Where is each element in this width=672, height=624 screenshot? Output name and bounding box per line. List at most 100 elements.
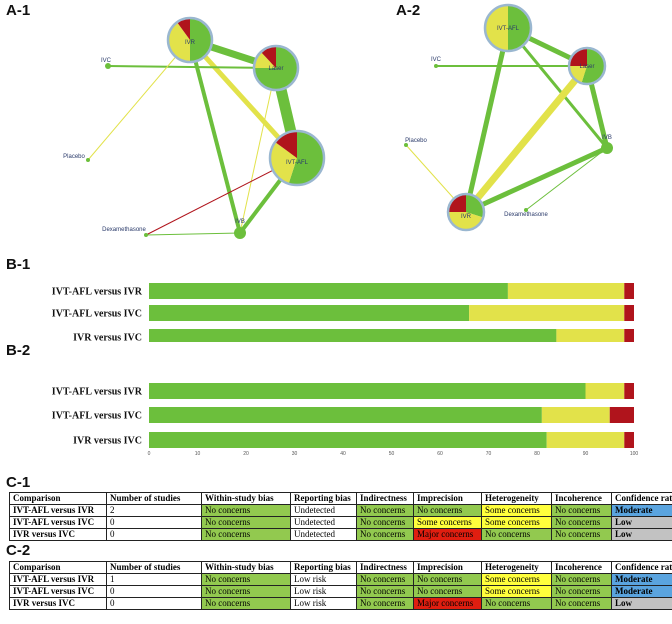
- x-tick-label: 20: [243, 451, 249, 457]
- pie-slice-green: [466, 194, 484, 218]
- column-header-confidence-rating: Confidence rating: [611, 561, 672, 574]
- panel-label-b2: B-2: [6, 342, 31, 359]
- node-ivb: IVB: [601, 135, 613, 154]
- network-plot-a2: IVT-AFL Laser IVC IVB Placebo IVR Dexamethason…: [404, 3, 613, 232]
- cell-incoherence: No concerns: [551, 504, 612, 517]
- bar-segment-red: [624, 383, 634, 399]
- node-dot: [524, 208, 528, 212]
- cell-heterogeneity: Some concerns: [481, 504, 552, 517]
- cell-number-of-studies: 0: [106, 585, 202, 598]
- cell-incoherence: No concerns: [551, 528, 612, 541]
- column-header-indirectness: Indirectness: [356, 492, 414, 505]
- node-label: IVR: [185, 40, 196, 46]
- cell-heterogeneity: No concerns: [481, 528, 552, 541]
- node-dexamethasone: Dexamethasone: [102, 227, 148, 237]
- cell-confidence-rating: Low: [611, 597, 672, 610]
- bar-category-label: IVT-AFL versus IVR: [52, 287, 143, 298]
- cell-number-of-studies: 2: [106, 504, 202, 517]
- x-tick-label: 30: [292, 451, 298, 457]
- bar-segment-red: [624, 432, 634, 448]
- bar-chart-b2: IVT-AFL versus IVR IVT-AFL versus IVC IVR …: [52, 383, 638, 457]
- column-header-indirectness: Indirectness: [356, 561, 414, 574]
- edge-ivr-placebo: [87, 39, 191, 161]
- bar-category-label: IVT-AFL versus IVR: [52, 387, 143, 398]
- node-placebo: Placebo: [63, 154, 90, 162]
- bar-segment-red: [609, 407, 634, 423]
- column-header-comparison: Comparison: [9, 561, 107, 574]
- x-tick-label: 50: [389, 451, 395, 457]
- node-ivt-afl: IVT-AFL: [268, 129, 326, 187]
- column-header-imprecision: Imprecision: [413, 492, 482, 505]
- cell-indirectness: No concerns: [356, 573, 414, 586]
- column-header-number-of-studies: Number of studies: [106, 561, 202, 574]
- node-dot: [601, 142, 613, 154]
- cell-reporting-bias: Undetected: [290, 516, 357, 529]
- node-ivr: IVR: [446, 192, 486, 232]
- cell-reporting-bias: Undetected: [290, 528, 357, 541]
- bar-segment-green: [149, 383, 586, 399]
- cell-imprecision: No concerns: [413, 504, 482, 517]
- panel-label-a2: A-2: [396, 2, 421, 19]
- cell-reporting-bias: Low risk: [290, 585, 357, 598]
- pie-slice-yellow: [485, 5, 508, 51]
- node-placebo: Placebo: [404, 138, 428, 147]
- cell-within-study-bias: No concerns: [201, 573, 291, 586]
- edge-ivb-dexamethasone: [525, 147, 608, 211]
- x-tick-label: 90: [583, 451, 589, 457]
- node-border: [446, 192, 486, 232]
- edge-laser-ivc: [107, 65, 277, 69]
- node-ivt-afl: IVT-AFL: [483, 3, 533, 53]
- column-header-incoherence: Incoherence: [551, 561, 612, 574]
- node-ivc: IVC: [431, 57, 442, 68]
- bar-chart-b1: IVT-AFL versus IVR IVT-AFL versus IVC IVR …: [52, 283, 634, 342]
- cell-comparison: IVT-AFL versus IVR: [9, 573, 107, 586]
- bar-segment-red: [624, 329, 634, 342]
- bar-segment-green: [149, 283, 508, 299]
- cell-imprecision: Major concerns: [413, 597, 482, 610]
- pie-slice-red: [177, 18, 190, 40]
- cell-incoherence: No concerns: [551, 585, 612, 598]
- node-border: [252, 44, 300, 92]
- node-border: [268, 129, 326, 187]
- table-row: IVT-AFL versus IVC 0 No concerns Low risk No…: [9, 585, 672, 598]
- edge-ivr-ivb: [188, 39, 242, 234]
- pie-slice-green: [190, 18, 212, 62]
- bar-category-label: IVR versus IVC: [73, 436, 142, 447]
- cinema-table-c2: Comparison Number of studies Within-study …: [9, 561, 672, 610]
- cell-indirectness: No concerns: [356, 528, 414, 541]
- cell-heterogeneity: Some concerns: [481, 516, 552, 529]
- node-dot: [105, 63, 111, 69]
- node-label: IVT-AFL: [286, 160, 309, 166]
- pie-slice-red: [448, 194, 466, 212]
- x-tick-label: 80: [534, 451, 540, 457]
- cell-number-of-studies: 0: [106, 516, 202, 529]
- edge-dexamethasone-ivb: [145, 232, 241, 236]
- cell-confidence-rating: Low: [611, 516, 672, 529]
- pie-slice-green: [581, 48, 605, 84]
- cell-imprecision: Major concerns: [413, 528, 482, 541]
- bar-segment-green: [149, 305, 470, 321]
- cell-within-study-bias: No concerns: [201, 516, 291, 529]
- cell-imprecision: No concerns: [413, 573, 482, 586]
- node-label: Laser: [268, 66, 283, 72]
- node-label: IVB: [602, 135, 612, 141]
- bar-segment-yellow: [585, 383, 625, 399]
- node-border: [567, 46, 607, 86]
- cell-imprecision: No concerns: [413, 585, 482, 598]
- cell-reporting-bias: Low risk: [290, 573, 357, 586]
- table-row: IVT-AFL versus IVR 2 No concerns Undetected…: [9, 504, 672, 517]
- cell-reporting-bias: Low risk: [290, 597, 357, 610]
- node-ivc: IVC: [101, 58, 112, 69]
- cell-within-study-bias: No concerns: [201, 528, 291, 541]
- cell-heterogeneity: Some concerns: [481, 585, 552, 598]
- table-row: IVR versus IVC 0 No concerns Undetected No c…: [9, 528, 672, 541]
- cell-confidence-rating: Moderate: [611, 585, 672, 598]
- pie-slice-yellow: [569, 66, 587, 84]
- node-laser: Laser: [567, 46, 607, 86]
- bar-segment-green: [149, 329, 557, 342]
- cell-indirectness: No concerns: [356, 516, 414, 529]
- cinema-table-c1: Comparison Number of studies Within-study …: [9, 492, 672, 541]
- cell-comparison: IVR versus IVC: [9, 528, 107, 541]
- cell-number-of-studies: 0: [106, 528, 202, 541]
- pie-slice-red: [260, 46, 276, 68]
